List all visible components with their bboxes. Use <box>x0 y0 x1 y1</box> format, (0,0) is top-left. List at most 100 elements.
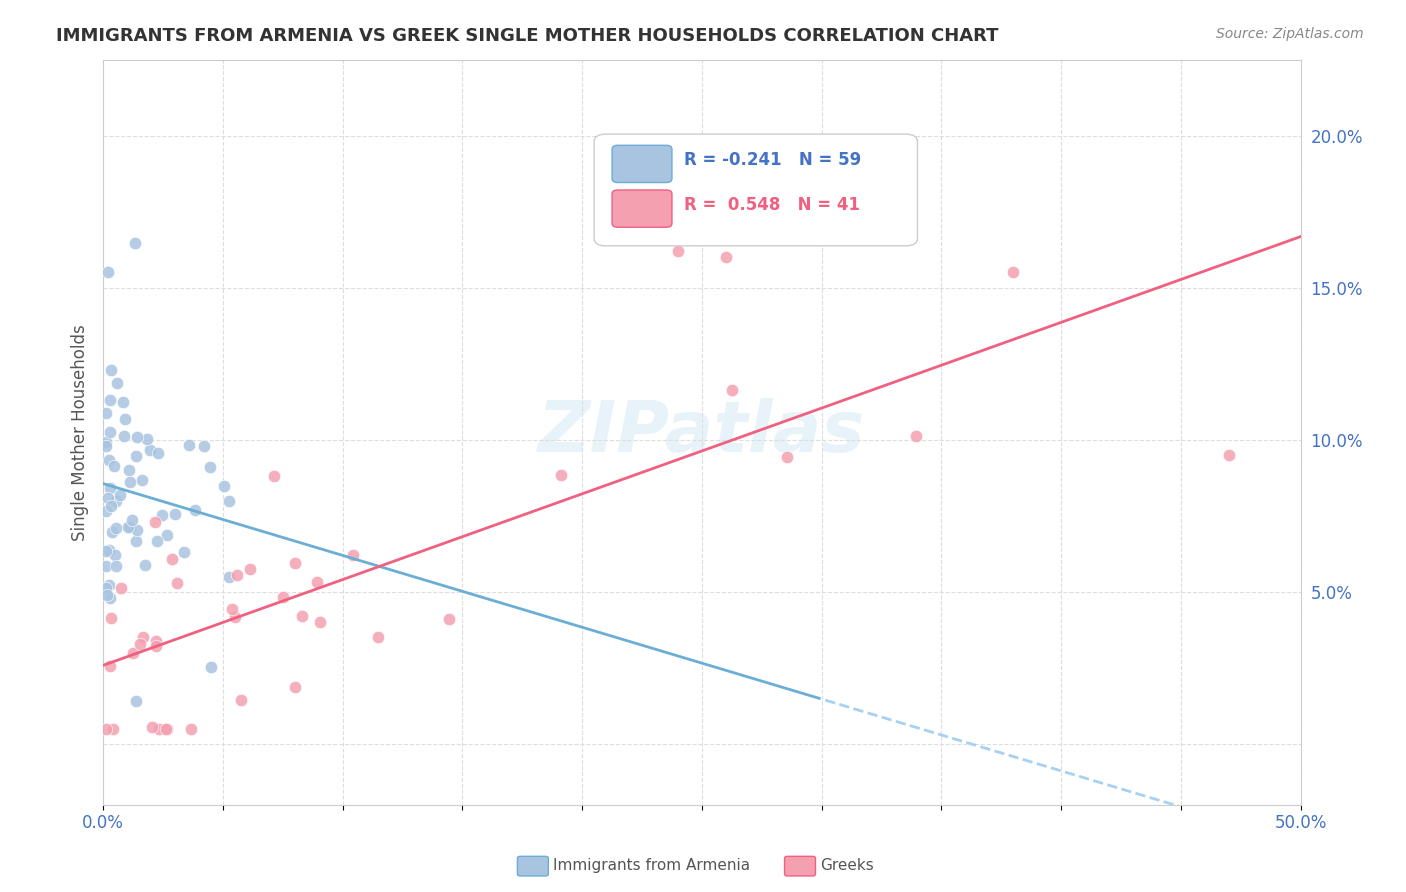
Text: R = -0.241   N = 59: R = -0.241 N = 59 <box>683 151 862 169</box>
Point <box>139 442 162 457</box>
Point <box>98 659 121 673</box>
Point <box>117 520 139 534</box>
FancyBboxPatch shape <box>612 145 672 183</box>
Point <box>100 392 122 407</box>
Point <box>437 612 460 626</box>
Point <box>122 646 145 660</box>
Point <box>134 558 156 572</box>
Point <box>124 235 146 250</box>
Point <box>714 250 737 264</box>
Point <box>136 433 159 447</box>
Point <box>143 515 166 529</box>
FancyBboxPatch shape <box>595 134 918 246</box>
Point <box>291 609 314 624</box>
Point <box>218 570 240 584</box>
Point <box>103 722 125 736</box>
Point <box>148 722 170 736</box>
Point <box>221 602 243 616</box>
Point <box>1002 265 1025 279</box>
Point <box>94 543 117 558</box>
Point <box>200 660 222 674</box>
Point <box>367 630 389 644</box>
Point <box>104 558 127 573</box>
Point <box>173 545 195 559</box>
Point <box>97 265 120 279</box>
Text: Source: ZipAtlas.com: Source: ZipAtlas.com <box>1216 27 1364 41</box>
Text: R =  0.548   N = 41: R = 0.548 N = 41 <box>683 196 860 214</box>
Point <box>96 588 118 602</box>
Point <box>98 481 121 495</box>
Point <box>226 567 249 582</box>
Point <box>94 439 117 453</box>
Y-axis label: Single Mother Households: Single Mother Households <box>72 324 89 541</box>
Point <box>110 582 132 596</box>
Point <box>145 533 167 548</box>
Point <box>141 720 163 734</box>
Point <box>96 722 118 736</box>
Point <box>148 446 170 460</box>
Point <box>105 493 128 508</box>
Text: Greeks: Greeks <box>820 858 873 872</box>
Point <box>309 615 332 630</box>
Point <box>94 582 117 596</box>
Point <box>100 610 122 624</box>
Point <box>118 475 141 490</box>
Point <box>105 521 128 535</box>
Point <box>156 528 179 542</box>
Point <box>98 591 121 606</box>
Point <box>666 244 689 259</box>
Point <box>118 462 141 476</box>
Point <box>721 384 744 398</box>
Point <box>94 405 117 419</box>
Point <box>193 438 215 452</box>
Point <box>284 556 307 570</box>
Point <box>94 435 117 450</box>
Point <box>114 412 136 426</box>
Point <box>98 542 121 557</box>
Point <box>125 533 148 548</box>
Point <box>183 503 205 517</box>
Point <box>239 562 262 576</box>
Point <box>97 453 120 467</box>
Point <box>166 575 188 590</box>
Point <box>112 428 135 442</box>
Point <box>105 376 128 391</box>
Point <box>108 488 131 502</box>
Point <box>218 493 240 508</box>
Point <box>94 559 117 574</box>
Point <box>118 520 141 534</box>
Point <box>198 459 221 474</box>
Point <box>96 504 118 518</box>
Point <box>224 610 246 624</box>
Text: Immigrants from Armenia: Immigrants from Armenia <box>553 858 749 872</box>
Point <box>98 578 121 592</box>
Point <box>103 459 125 474</box>
Point <box>156 722 179 736</box>
Point <box>131 473 153 487</box>
Point <box>550 468 572 483</box>
Point <box>179 438 201 452</box>
Point <box>128 637 150 651</box>
Point <box>125 449 148 463</box>
Point <box>229 693 252 707</box>
Text: ZIPatlas: ZIPatlas <box>538 398 866 467</box>
Point <box>905 429 928 443</box>
Point <box>145 634 167 648</box>
Point <box>305 575 328 590</box>
Point <box>125 694 148 708</box>
Point <box>165 507 187 521</box>
Point <box>100 499 122 513</box>
Point <box>97 491 120 505</box>
Point <box>100 363 122 377</box>
Point <box>284 680 307 694</box>
Point <box>100 425 122 440</box>
Point <box>125 524 148 538</box>
Point <box>180 722 202 736</box>
Point <box>155 722 177 736</box>
Point <box>160 551 183 566</box>
FancyBboxPatch shape <box>612 190 672 227</box>
Point <box>121 513 143 527</box>
Point <box>127 430 149 444</box>
Point <box>212 479 235 493</box>
Point <box>104 548 127 562</box>
